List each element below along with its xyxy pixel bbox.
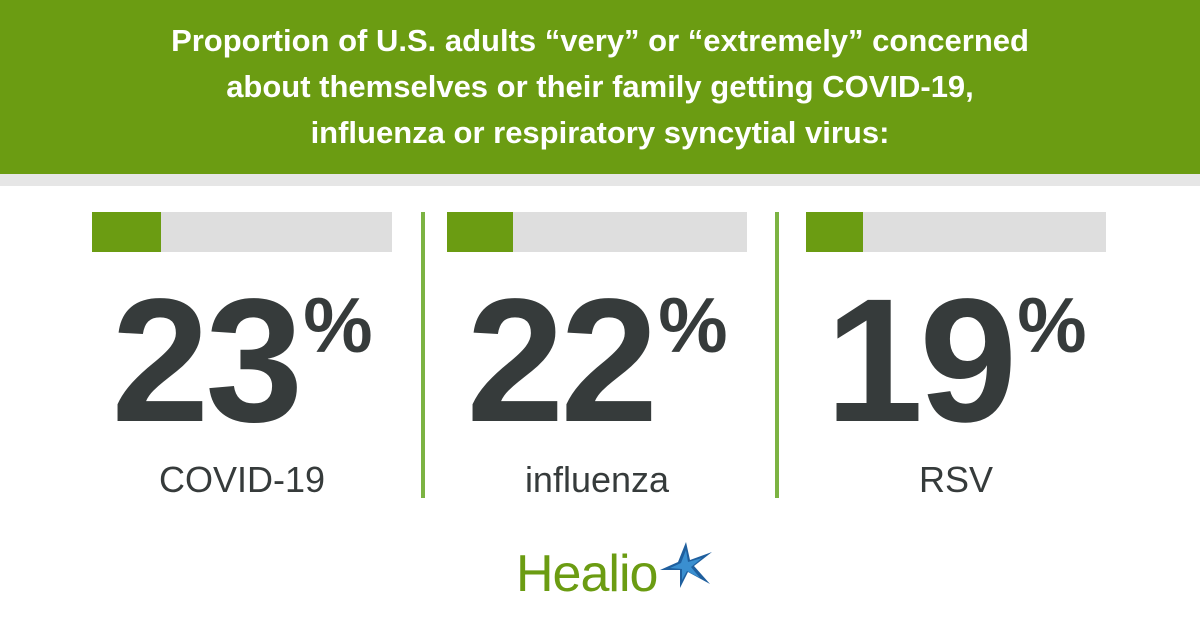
star-icon xyxy=(660,542,712,588)
title-line-2: about themselves or their family getting… xyxy=(226,69,974,104)
percent-sign: % xyxy=(303,281,373,369)
column-divider xyxy=(775,212,779,498)
bar-fill xyxy=(806,212,863,252)
value-label: 23 xyxy=(111,263,303,459)
stat-panel-covid: 23 % COVID-19 xyxy=(92,212,432,502)
stat-panel-influenza: 22 % influenza xyxy=(447,212,787,502)
category-label: influenza xyxy=(524,459,670,500)
value-label: 19 xyxy=(825,263,1017,459)
category-label: RSV xyxy=(918,459,994,500)
bar-fill xyxy=(447,212,513,252)
percent-sign: % xyxy=(1017,281,1087,369)
stat-value: 22 % xyxy=(447,263,747,459)
header-divider xyxy=(0,174,1200,186)
title-line-3: influenza or respiratory syncytial virus… xyxy=(310,115,890,150)
stat-value: 19 % xyxy=(806,263,1106,459)
healio-logo: Healio xyxy=(0,540,1200,610)
value-label: 22 xyxy=(466,263,658,459)
percent-sign: % xyxy=(658,281,728,369)
bar-fill xyxy=(92,212,161,252)
title-banner: Proportion of U.S. adults “very” or “ext… xyxy=(0,0,1200,174)
stat-value: 23 % xyxy=(92,263,392,459)
bar-track xyxy=(92,212,392,252)
stat-panel-rsv: 19 % RSV xyxy=(806,212,1146,502)
category-label: COVID-19 xyxy=(158,459,326,500)
logo-text: Healio xyxy=(516,545,658,603)
bar-track xyxy=(806,212,1106,252)
title-line-1: Proportion of U.S. adults “very” or “ext… xyxy=(171,23,1029,58)
bar-track xyxy=(447,212,747,252)
column-divider xyxy=(421,212,425,498)
